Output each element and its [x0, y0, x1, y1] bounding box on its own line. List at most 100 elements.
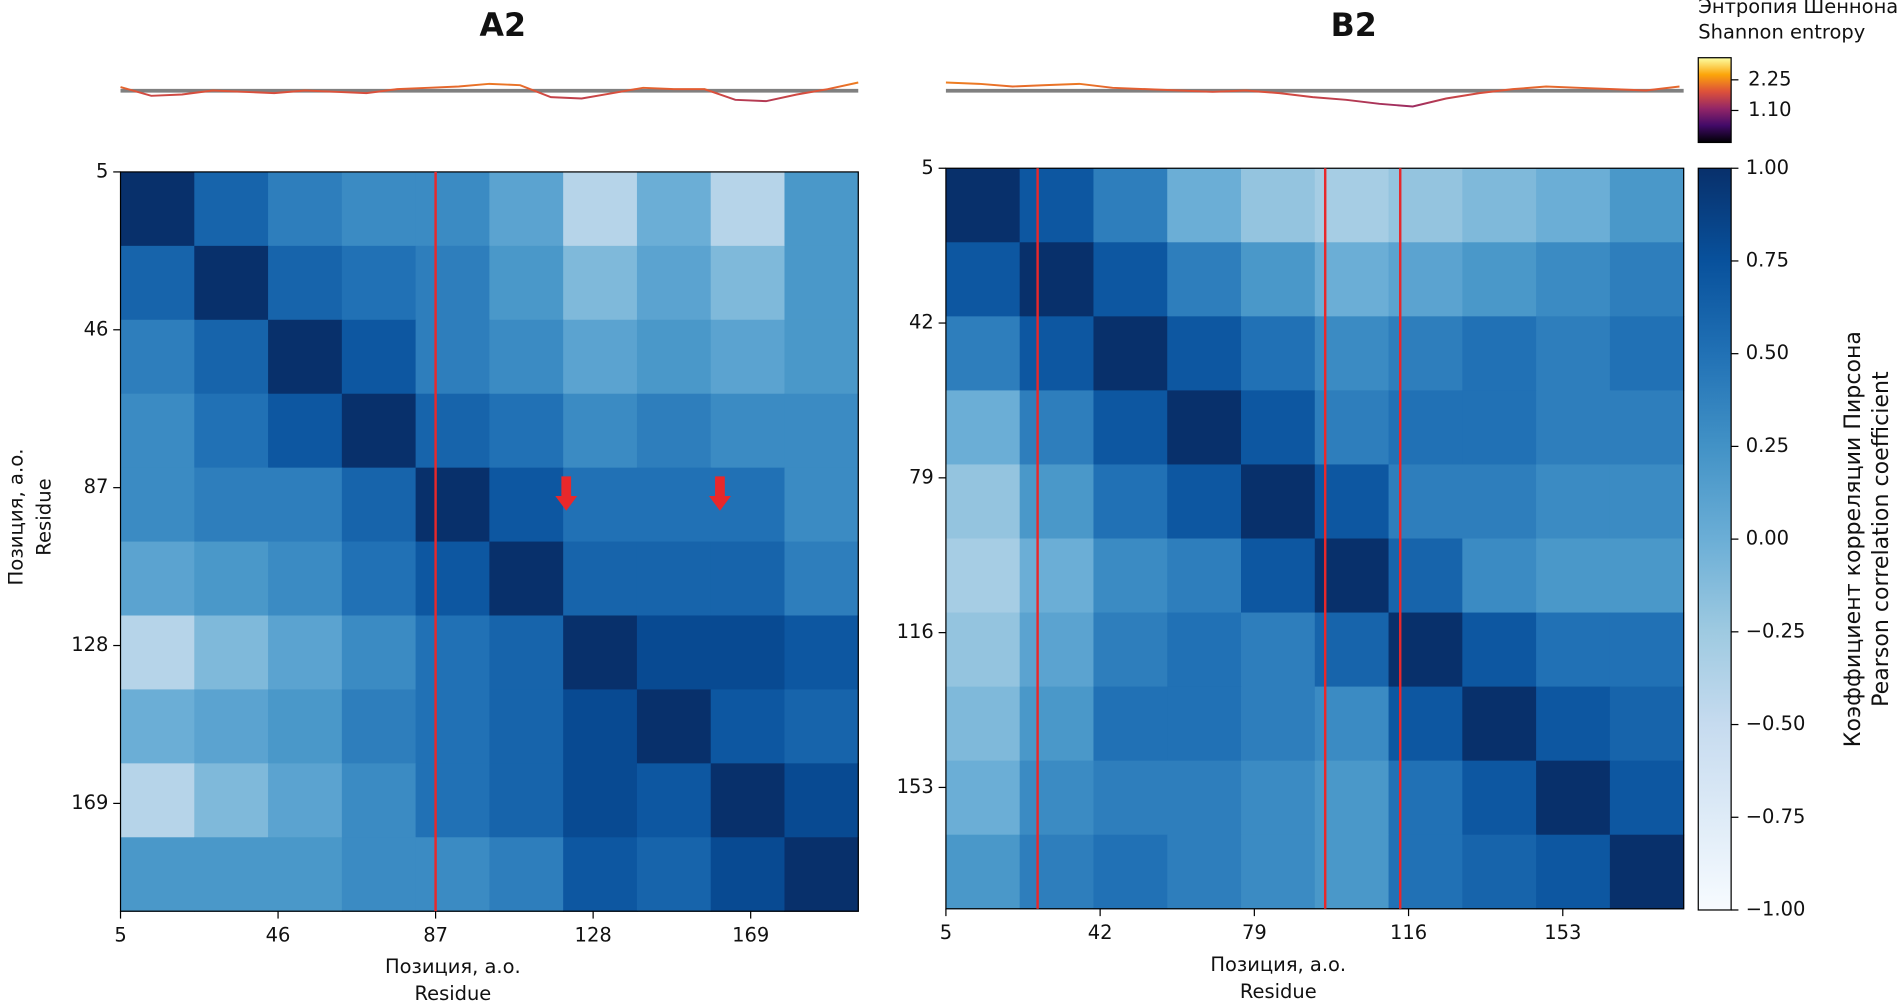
heatmap-cell: [341, 319, 417, 395]
colorbar-label: Pearson correlation coefficient: [1869, 371, 1894, 707]
heatmap-cell: [1167, 464, 1242, 540]
heatmap-cell: [945, 538, 1021, 614]
heatmap-cell: [1019, 242, 1095, 317]
heatmap-cell: [489, 319, 564, 395]
x-tick-label: 79: [1242, 921, 1267, 944]
heatmap-cell: [636, 689, 712, 764]
heatmap-cell: [1093, 242, 1168, 317]
heatmap-cell: [1093, 612, 1168, 688]
heatmap-cell: [1609, 464, 1685, 540]
heatmap-cell: [1241, 242, 1316, 317]
heatmap-cell: [194, 245, 269, 321]
heatmap-cell: [710, 837, 786, 912]
heatmap-cell: [1167, 242, 1242, 317]
heatmap-cell: [636, 615, 712, 691]
heatmap-cell: [710, 319, 786, 395]
heatmap-cell: [1167, 834, 1242, 910]
heatmap-cell: [636, 245, 712, 321]
x-axis-label: Residue: [1240, 980, 1317, 1003]
heatmap-cell: [120, 689, 195, 764]
heatmap-cell: [1536, 168, 1611, 243]
colorbar-tick-label: 0.25: [1746, 434, 1789, 457]
heatmap-cell: [1609, 686, 1685, 762]
heatmap-cell: [945, 168, 1021, 243]
heatmap-cell: [563, 245, 638, 321]
heatmap-cell: [636, 393, 712, 469]
y-tick-label: 128: [71, 633, 108, 656]
heatmap-cell: [341, 171, 417, 247]
colorbar-tick-label: 0.50: [1746, 341, 1789, 364]
entropy-colorbar-tick-label: 2.25: [1748, 67, 1791, 90]
heatmap-cell: [710, 763, 786, 838]
heatmap-cell: [415, 467, 490, 543]
heatmap-cell: [1093, 538, 1168, 614]
heatmap-cell: [1019, 834, 1095, 910]
heatmap-cell: [120, 393, 195, 469]
heatmap-cell: [1093, 760, 1168, 836]
heatmap-cell: [784, 763, 859, 838]
heatmap-cell: [1536, 316, 1611, 392]
heatmap-cell: [1019, 464, 1095, 540]
arrow: [708, 476, 731, 511]
x-tick-label: 116: [1390, 921, 1427, 944]
plot-frame: [945, 167, 1685, 910]
heatmap-cell: [268, 171, 343, 247]
heatmap-cell: [415, 689, 490, 764]
x-tick-label: 5: [114, 923, 126, 946]
heatmap-cell: [268, 615, 343, 691]
colorbar-tick-label: −0.75: [1746, 805, 1806, 828]
heatmap-cell: [120, 763, 195, 838]
colorbar-tick-label: 0.00: [1746, 527, 1789, 550]
heatmap-cell: [341, 541, 417, 617]
heatmap-cell: [784, 467, 859, 543]
heatmap-cell: [341, 245, 417, 321]
heatmap-cell: [268, 393, 343, 469]
heatmap-cell: [1314, 760, 1390, 836]
heatmap-cell: [1462, 390, 1537, 466]
heatmap-cell: [1241, 464, 1316, 540]
heatmap-cell: [268, 689, 343, 764]
heatmap-cell: [784, 689, 859, 764]
y-tick-label: 79: [909, 465, 934, 488]
heatmap-cell: [784, 837, 859, 912]
heatmap-cell: [489, 541, 564, 617]
entropy-line: [945, 81, 1680, 108]
heatmap-cell: [268, 763, 343, 838]
heatmap-cell: [1462, 834, 1537, 910]
heatmap-cell: [563, 763, 638, 838]
heatmap-cell: [341, 467, 417, 543]
heatmap-cell: [194, 837, 269, 912]
heatmap-cell: [710, 393, 786, 469]
heatmap-cell: [784, 541, 859, 617]
heatmap-cell: [1462, 686, 1537, 762]
heatmap-cell: [563, 837, 638, 912]
heatmap-cell: [1167, 538, 1242, 614]
colorbar-tick-label: −0.25: [1746, 619, 1806, 642]
heatmap-cell: [1314, 538, 1390, 614]
heatmap-cell: [194, 171, 269, 247]
heatmap-cell: [268, 245, 343, 321]
heatmap-cell: [1314, 390, 1390, 466]
heatmap-cell: [1019, 316, 1095, 392]
y-tick-label: 87: [84, 475, 109, 498]
entropy-colorbar-label: Shannon entropy: [1698, 21, 1865, 44]
heatmap-cell: [194, 763, 269, 838]
heatmap-cell: [945, 612, 1021, 688]
heatmap-cell: [341, 837, 417, 912]
heatmap-cell: [1019, 390, 1095, 466]
heatmap-cell: [784, 393, 859, 469]
heatmap-cell: [341, 689, 417, 764]
heatmap-cell: [1241, 168, 1316, 243]
heatmap-cell: [120, 541, 195, 617]
heatmap-cell: [415, 319, 490, 395]
heatmap-cell: [1462, 464, 1537, 540]
entropy-colorbar: [1697, 57, 1732, 144]
colorbar-tick-label: 1.00: [1746, 156, 1789, 179]
heatmap-cell: [489, 837, 564, 912]
x-tick-label: 42: [1088, 921, 1113, 944]
colorbar: [1697, 167, 1732, 911]
heatmap-cell: [489, 615, 564, 691]
heatmap-cell: [1241, 538, 1316, 614]
